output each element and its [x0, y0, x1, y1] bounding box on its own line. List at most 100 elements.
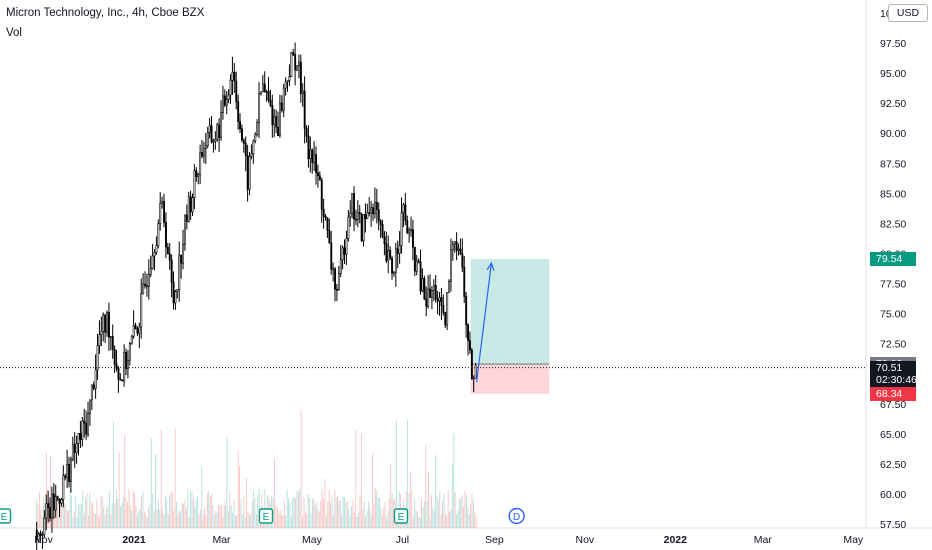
candle [250, 153, 253, 157]
volume-bar [380, 507, 382, 528]
volume-bar [472, 500, 474, 528]
candle [318, 175, 321, 181]
earnings-marker[interactable]: E [393, 508, 409, 524]
volume-bar [355, 429, 357, 528]
arrow-head[interactable] [486, 261, 495, 271]
y-tick-label: 97.50 [880, 38, 906, 50]
volume-bar [337, 495, 339, 528]
candle [267, 91, 270, 101]
candle [134, 325, 137, 329]
candle [151, 255, 154, 269]
candle [288, 76, 291, 81]
currency-button[interactable]: USD [888, 4, 928, 22]
volume-bar [113, 421, 115, 528]
candle [436, 298, 439, 302]
candle [326, 217, 329, 232]
candle [43, 517, 46, 535]
volume-bar [460, 498, 462, 528]
candle [125, 351, 128, 369]
candle [383, 236, 386, 245]
volume-bar [94, 513, 96, 528]
volume-bar [131, 511, 133, 528]
volume-bar [339, 500, 341, 528]
profit-zone[interactable] [470, 259, 550, 365]
volume-bar [453, 433, 455, 528]
candle [79, 433, 82, 440]
volume-bar [418, 517, 420, 528]
candle [438, 297, 441, 302]
candle [106, 311, 109, 333]
candle [472, 377, 475, 380]
candle [113, 349, 116, 365]
candle [108, 311, 110, 338]
volume-bar [54, 515, 56, 528]
candle [193, 170, 196, 198]
earnings-marker[interactable]: E [258, 508, 274, 524]
volume-bar [275, 504, 277, 528]
x-tick-label: Jul [396, 534, 409, 546]
x-tick-label: Mar [212, 534, 231, 546]
candle [64, 475, 67, 478]
volume-bar [129, 506, 131, 528]
candle [87, 413, 90, 435]
earnings-marker[interactable]: E [0, 508, 12, 524]
earnings-letter: E [1, 512, 8, 523]
volume-bar [194, 506, 196, 528]
volume-bar [311, 497, 313, 528]
y-tick-label: 67.50 [880, 399, 906, 411]
volume-bar [108, 490, 110, 528]
candle [199, 152, 202, 175]
volume-bar [297, 491, 299, 528]
volume-bar [209, 495, 211, 528]
candle [417, 260, 420, 263]
volume-bar [342, 496, 344, 528]
candle [163, 201, 166, 223]
volume-bar [353, 512, 355, 528]
volume-bar [150, 438, 152, 528]
volume-indicator-label[interactable]: Vol [6, 27, 22, 39]
volume-bar [65, 504, 67, 528]
candle [425, 298, 428, 307]
loss-zone[interactable] [470, 364, 550, 394]
candle [195, 170, 198, 177]
volume-bar [381, 514, 383, 528]
volume-bar [37, 504, 39, 528]
volume-bar [62, 489, 64, 528]
volume-bar [152, 493, 154, 528]
volume-bar [117, 498, 119, 528]
volume-bar [206, 493, 208, 528]
candle [379, 220, 382, 225]
candle [387, 249, 390, 261]
candle [127, 359, 129, 369]
volume-bar [219, 506, 221, 528]
candle [130, 335, 133, 345]
volume-bar [370, 513, 372, 528]
earnings-badge [0, 508, 12, 524]
volume-bar [72, 517, 74, 528]
volume-bar [243, 495, 245, 528]
candle [96, 345, 99, 371]
candle [457, 248, 460, 251]
volume-bar [178, 510, 180, 528]
dividend-marker[interactable]: D [508, 507, 525, 525]
volume-bar [120, 506, 122, 528]
earnings-badge [393, 508, 409, 524]
y-tick-label: 77.50 [880, 279, 906, 291]
symbol-title[interactable]: Micron Technology, Inc., 4h, Cboe BZX [6, 7, 205, 19]
volume-bar [232, 512, 234, 528]
volume-bar [422, 506, 424, 528]
volume-bar [372, 453, 374, 528]
volume-bar [437, 500, 439, 528]
volume-bar [218, 504, 220, 528]
candle [138, 326, 141, 334]
candle [176, 289, 179, 293]
volume-bar [107, 504, 109, 528]
volume-bar [276, 507, 278, 528]
volume-bar [201, 466, 203, 528]
arrow-line[interactable] [475, 263, 493, 383]
volume-bar [128, 489, 130, 528]
volume-bar [367, 501, 369, 528]
candle [339, 259, 342, 274]
volume-bar [317, 509, 319, 528]
